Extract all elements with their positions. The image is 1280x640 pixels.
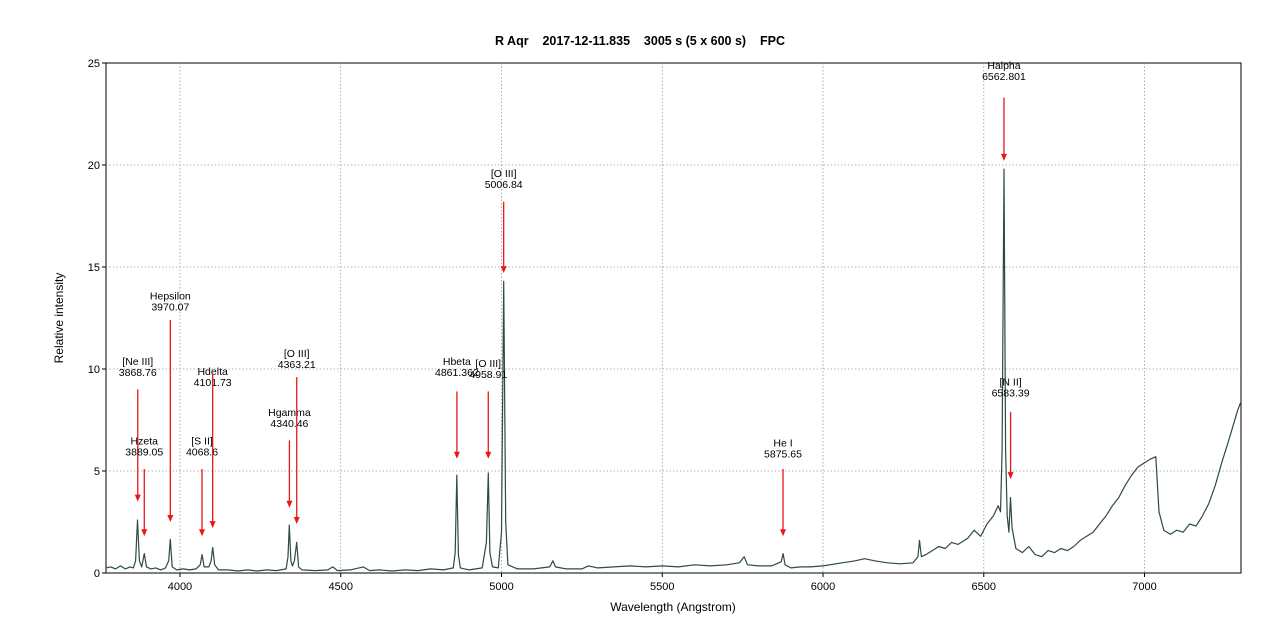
line-label-name: [O III] [284, 348, 310, 360]
line-label-name: [O III] [491, 168, 517, 180]
annotation-arrowhead [1000, 153, 1007, 161]
line-label-name: Hzeta [131, 435, 159, 447]
y-tick-label: 0 [94, 568, 100, 580]
y-axis-ticks: 0 5 10 15 20 25 [88, 58, 106, 580]
line-label-name: [N II] [1000, 376, 1022, 388]
chart-title: R Aqr 2017-12-11.835 3005 s (5 x 600 s) … [495, 34, 785, 48]
x-tick-label: 6500 [972, 581, 996, 593]
y-axis-label: Relative intensity [52, 273, 66, 364]
y-tick-label: 15 [88, 262, 100, 274]
line-label-wavelength: 4340.46 [270, 418, 308, 430]
line-label-name: [O III] [475, 358, 501, 370]
annotation-arrowhead [167, 515, 174, 522]
line-label-name: [S II] [191, 435, 213, 447]
line-label-name: Halpha [987, 60, 1020, 72]
line-label-wavelength: 4363.21 [278, 359, 316, 371]
line-label-wavelength: 4068.6 [186, 446, 218, 458]
annotation-arrowhead [453, 451, 460, 459]
line-label-name: Hbeta [443, 356, 471, 368]
series-group [105, 168, 1242, 572]
x-tick-label: 4500 [328, 581, 352, 593]
line-label-wavelength: 6583.39 [992, 387, 1030, 399]
line-label-name: Hepsilon [150, 291, 191, 303]
x-axis-ticks: 4000 4500 5000 5500 6000 6500 7000 [168, 573, 1157, 593]
x-tick-label: 4000 [168, 581, 192, 593]
spectrum-line [105, 168, 1242, 572]
plot-frame [105, 62, 1242, 574]
y-tick-label: 20 [88, 160, 100, 172]
annotation-arrowhead [293, 517, 300, 525]
grid-lines [106, 63, 1241, 573]
line-label-wavelength: 4861.362 [435, 367, 479, 379]
annotation-arrowhead [286, 500, 293, 508]
line-label-wavelength: 3868.76 [119, 367, 157, 379]
line-label-name: [Ne III] [122, 356, 153, 368]
annotation-arrowhead [141, 529, 148, 537]
x-tick-label: 5500 [650, 581, 674, 593]
annotation-arrowhead [134, 494, 141, 502]
x-tick-label: 7000 [1132, 581, 1156, 593]
y-tick-label: 25 [88, 58, 100, 70]
line-label-wavelength: 6562.801 [982, 71, 1026, 83]
annotation-arrowhead [485, 451, 492, 459]
x-tick-label: 6000 [811, 581, 835, 593]
y-tick-label: 5 [94, 466, 100, 478]
line-label-name: Hgamma [268, 407, 311, 419]
line-label-name: Hdelta [197, 366, 228, 378]
line-label-wavelength: 5006.84 [485, 179, 523, 191]
line-label-name: He I [773, 438, 792, 450]
x-tick-label: 5000 [489, 581, 513, 593]
y-tick-label: 10 [88, 364, 100, 376]
annotation-arrowhead [209, 521, 216, 529]
line-label-wavelength: 3970.07 [151, 302, 189, 314]
annotation-arrowhead [1007, 472, 1014, 480]
line-label-wavelength: 4958.91 [469, 369, 507, 381]
annotation-arrowhead [500, 266, 507, 274]
x-axis-label: Wavelength (Angstrom) [610, 600, 736, 614]
annotation-arrowhead [199, 529, 206, 537]
annotation-arrowhead [780, 529, 787, 537]
line-label-wavelength: 5875.65 [764, 449, 802, 461]
line-label-wavelength: 3889.05 [125, 446, 163, 458]
